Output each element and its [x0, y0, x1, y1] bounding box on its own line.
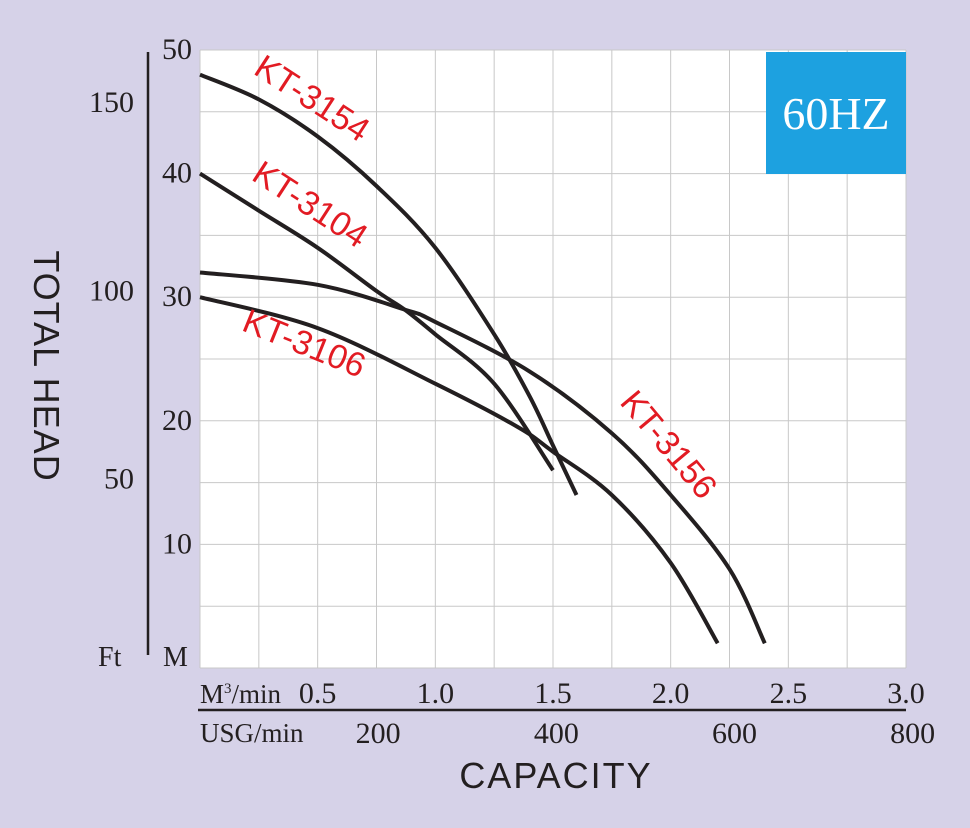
x-unit-m3: M3/min: [200, 679, 282, 709]
y-ticks-m: 10 20 30 40 50: [162, 33, 192, 560]
y-tick-label-m: 20: [162, 404, 192, 437]
x-tick-label-m3: 2.5: [770, 677, 808, 710]
y-unit-m: M: [163, 642, 188, 673]
y-tick-label-ft: 50: [104, 463, 134, 496]
x-tick-label-m3: 3.0: [887, 677, 925, 710]
y-tick-label-ft: 100: [89, 274, 134, 307]
x-tick-label-usg: 400: [534, 717, 579, 750]
y-tick-label-m: 10: [162, 527, 192, 560]
y-unit-ft: Ft: [98, 642, 122, 673]
frequency-badge-label: 60HZ: [782, 88, 889, 139]
frequency-badge: [766, 52, 906, 174]
x-tick-label-usg: 600: [712, 717, 757, 750]
y-tick-label-m: 30: [162, 280, 192, 313]
y-ticks-ft: 50 100 150: [89, 86, 134, 496]
series-line-kt-3106: [199, 295, 720, 645]
x-ticks-m3: 0.5 1.0 1.5 2.0 2.5 3.0: [299, 677, 925, 710]
y-tick-label-m: 40: [162, 157, 192, 190]
x-axis-title: CAPACITY: [459, 755, 652, 796]
x-tick-label-m3: 2.0: [652, 677, 690, 710]
series-line-kt-3104: [198, 171, 555, 472]
series-line-kt-3154: [199, 72, 579, 496]
y-tick-label-m: 50: [162, 33, 192, 66]
x-tick-label-usg: 200: [356, 717, 401, 750]
x-ticks-usg: 200 400 600 800: [356, 717, 935, 750]
x-unit-usg: USG/min: [200, 718, 304, 748]
series-line-kt-3156: [199, 270, 767, 645]
x-tick-label-m3: 1.5: [534, 677, 572, 710]
x-tick-label-usg: 800: [890, 717, 935, 750]
series-group: [198, 72, 767, 645]
y-axis-title: TOTAL HEAD: [26, 250, 67, 481]
x-tick-label-m3: 0.5: [299, 677, 337, 710]
x-tick-label-m3: 1.0: [417, 677, 455, 710]
y-tick-label-ft: 150: [89, 86, 134, 119]
